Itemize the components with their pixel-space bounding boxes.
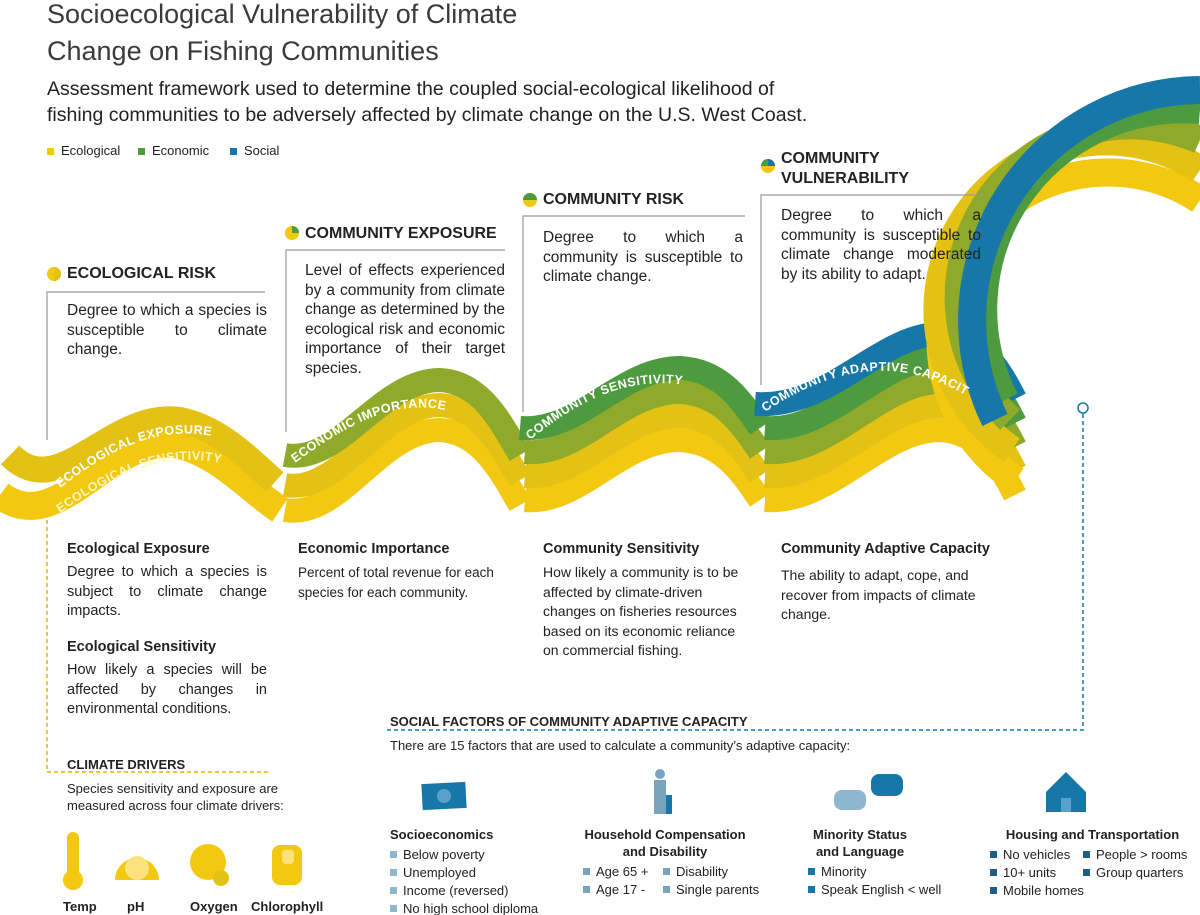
factor-label: Age 17 - — [596, 882, 646, 897]
component-title: Economic Importance — [298, 541, 450, 557]
factor-label: Unemployed — [403, 865, 476, 880]
waves — [0, 76, 1200, 523]
guide-lines — [46, 194, 985, 440]
driver-icons — [63, 832, 302, 890]
factor-item: No vehicles — [990, 846, 1070, 864]
component-title: Community Adaptive Capacity — [781, 541, 990, 557]
bullet — [390, 887, 397, 894]
factor-label: No vehicles — [1003, 847, 1071, 862]
component-description: Degree to which a species is subject to … — [67, 564, 267, 619]
stage-title: COMMUNITY RISK — [543, 191, 685, 208]
factor-item: Group quarters — [1083, 864, 1183, 882]
drivers-description: Species sensitivity and exposure are mea… — [67, 781, 284, 813]
factor-item: Minority — [808, 863, 867, 881]
factor-item: No high school diploma — [390, 900, 538, 915]
group-title: Housing and Transportation — [1005, 827, 1180, 842]
factor-item: Speak English < well — [808, 881, 941, 899]
group-title: Minority Status and Language — [813, 827, 907, 859]
factor-label: Disability — [676, 864, 729, 879]
component-description: How likely a community is to be affected… — [543, 564, 739, 658]
factor-item: Single parents — [663, 881, 759, 899]
legend-swatch — [230, 148, 237, 155]
stage-description: Degree to which a community is susceptib… — [781, 207, 981, 283]
factor-label: Minority — [821, 864, 867, 879]
factor-item: Below poverty — [390, 846, 485, 864]
bullet — [583, 868, 590, 875]
legend-label: Economic — [152, 143, 210, 158]
subtitle: Assessment framework used to determine t… — [47, 78, 808, 126]
stage-title: COMMUNITY EXPOSURE — [305, 225, 497, 242]
bullet — [990, 851, 997, 858]
component-title: Ecological Exposure — [67, 541, 210, 557]
factor-label: Income (reversed) — [403, 883, 509, 898]
group-title: Socioeconomics — [390, 827, 494, 842]
factor-label: Below poverty — [403, 847, 485, 862]
bullet — [808, 868, 815, 875]
drivers-title: CLIMATE DRIVERS — [67, 757, 186, 772]
factor-label: Single parents — [676, 882, 760, 897]
stage-description: Degree to which a species is susceptible… — [67, 302, 267, 358]
social-icons — [421, 769, 1086, 814]
bullet — [390, 851, 397, 858]
factor-item: Disability — [663, 863, 728, 881]
factor-item: Age 65 + — [583, 863, 648, 881]
factor-label: People > rooms — [1096, 847, 1188, 862]
stage-description: Level of effects experienced by a commun… — [305, 262, 505, 377]
social-description: There are 15 factors that are used to ca… — [390, 738, 851, 753]
component-description: How likely a species will be affected by… — [67, 662, 267, 717]
stage-title: COMMUNITY VULNERABILITY — [781, 150, 909, 187]
component-description: The ability to adapt, cope, and recover … — [781, 567, 976, 622]
bullet — [663, 886, 670, 893]
component-title: Community Sensitivity — [543, 541, 700, 557]
factor-label: Group quarters — [1096, 865, 1184, 880]
factor-item: Unemployed — [390, 864, 476, 882]
social-title: SOCIAL FACTORS OF COMMUNITY ADAPTIVE CAP… — [390, 714, 748, 729]
bullet — [663, 868, 670, 875]
bullet — [990, 887, 997, 894]
driver-label: Chlorophyll — [251, 899, 324, 914]
group-title: Household Compensation and Disability — [584, 827, 746, 859]
factor-label: 10+ units — [1003, 865, 1057, 880]
stage-description: Degree to which a community is susceptib… — [543, 229, 743, 285]
factor-label: No high school diploma — [403, 901, 539, 915]
bullet — [583, 886, 590, 893]
title: Socioecological Vulnerability of Climate… — [47, 0, 518, 66]
dashed-connectors — [46, 414, 1084, 773]
component-description: Percent of total revenue for each specie… — [298, 565, 494, 600]
factor-item: 10+ units — [990, 864, 1056, 882]
legend-swatch — [138, 148, 145, 155]
factor-label: Mobile homes — [1003, 883, 1084, 898]
factor-item: People > rooms — [1083, 846, 1187, 864]
factor-item: Income (reversed) — [390, 882, 508, 900]
factor-item: Mobile homes — [990, 882, 1084, 900]
legend-label: Ecological — [61, 143, 121, 158]
legend-swatch — [47, 148, 54, 155]
driver-label: Oxygen — [190, 899, 238, 914]
bullet — [1083, 869, 1090, 876]
bullet — [808, 886, 815, 893]
stage-icons — [47, 159, 775, 281]
component-title: Ecological Sensitivity — [67, 639, 217, 655]
legend-label: Social — [244, 143, 280, 158]
factor-item: Age 17 - — [583, 881, 645, 899]
factor-label: Age 65 + — [596, 864, 649, 879]
bullet — [990, 869, 997, 876]
driver-label: pH — [127, 899, 145, 914]
driver-label: Temp — [63, 899, 97, 914]
stage-title: ECOLOGICAL RISK — [67, 265, 217, 282]
bullet — [390, 869, 397, 876]
factor-label: Speak English < well — [821, 882, 942, 897]
bullet — [390, 905, 397, 912]
bullet — [1083, 851, 1090, 858]
